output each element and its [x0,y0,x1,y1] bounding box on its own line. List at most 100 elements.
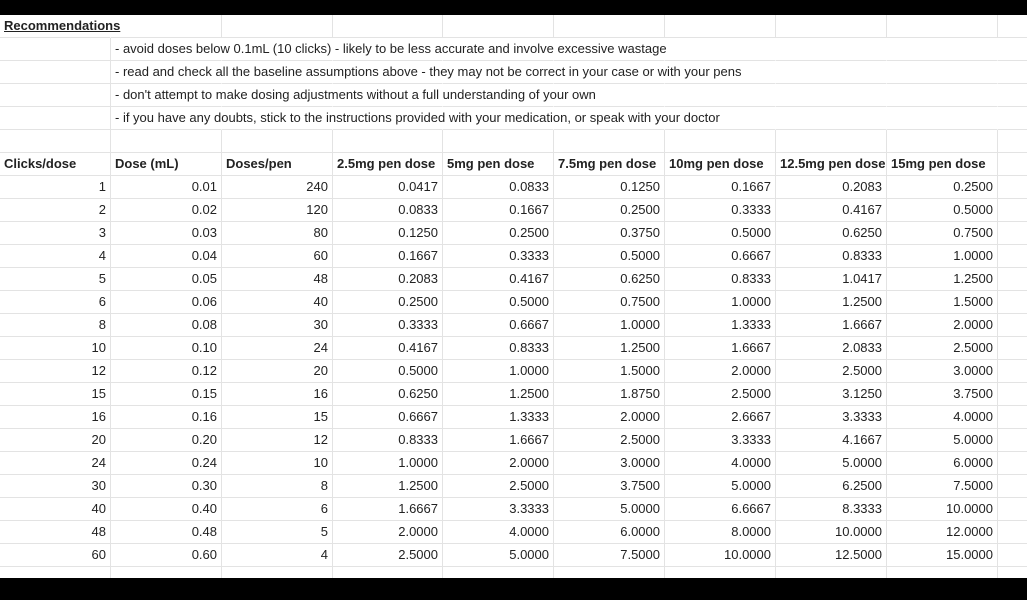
table-cell[interactable]: 15 [222,406,333,429]
cell[interactable] [0,38,111,61]
table-cell[interactable]: 8 [0,314,111,337]
table-cell[interactable]: 0.6667 [443,314,554,337]
cell[interactable] [998,15,1027,38]
table-cell[interactable]: 0.1250 [333,222,443,245]
cell[interactable] [222,38,333,61]
table-cell[interactable]: 0.2500 [333,291,443,314]
cell[interactable] [998,291,1027,314]
cell[interactable] [998,130,1027,153]
cell[interactable] [998,38,1027,61]
table-cell[interactable]: 3 [0,222,111,245]
table-cell[interactable]: 5.0000 [887,429,998,452]
table-cell[interactable]: 0.5000 [554,245,665,268]
table-cell[interactable]: 0.0833 [333,199,443,222]
table-cell[interactable]: 10.0000 [887,498,998,521]
table-cell[interactable]: 1.2500 [776,291,887,314]
column-header[interactable]: Dose (mL) [111,153,222,176]
table-cell[interactable]: 2.5000 [665,383,776,406]
table-cell[interactable]: 3.3333 [776,406,887,429]
table-cell[interactable]: 24 [0,452,111,475]
table-cell[interactable]: 1.2500 [887,268,998,291]
table-cell[interactable]: 0.3750 [554,222,665,245]
table-cell[interactable]: 12.0000 [887,521,998,544]
table-cell[interactable]: 3.7500 [554,475,665,498]
table-cell[interactable]: 0.06 [111,291,222,314]
column-header[interactable]: Clicks/dose [0,153,111,176]
cell[interactable] [111,567,222,578]
cell[interactable] [554,38,665,61]
table-cell[interactable]: 0.08 [111,314,222,337]
table-cell[interactable]: 0.5000 [333,360,443,383]
cell[interactable] [554,84,665,107]
cell[interactable] [998,360,1027,383]
table-cell[interactable]: 40 [222,291,333,314]
table-cell[interactable]: 20 [222,360,333,383]
table-cell[interactable]: 120 [222,199,333,222]
table-cell[interactable]: 3.0000 [887,360,998,383]
recommendation-item[interactable]: - read and check all the baseline assump… [111,61,742,84]
cell[interactable] [998,245,1027,268]
cell[interactable] [776,61,887,84]
cell[interactable] [776,107,887,130]
table-cell[interactable]: 1.6667 [665,337,776,360]
table-cell[interactable]: 48 [0,521,111,544]
table-cell[interactable]: 5.0000 [665,475,776,498]
table-cell[interactable]: 1.0000 [554,314,665,337]
table-cell[interactable]: 2.5000 [333,544,443,567]
table-cell[interactable]: 2 [0,199,111,222]
table-cell[interactable]: 10.0000 [776,521,887,544]
table-cell[interactable]: 3.0000 [554,452,665,475]
cell[interactable] [333,38,443,61]
cell[interactable] [443,15,554,38]
table-cell[interactable]: 0.2500 [443,222,554,245]
table-cell[interactable]: 1.6667 [776,314,887,337]
table-cell[interactable]: 7.5000 [887,475,998,498]
cell[interactable] [998,84,1027,107]
cell[interactable] [998,153,1027,176]
table-cell[interactable]: 0.1667 [665,176,776,199]
table-cell[interactable]: 0.4167 [776,199,887,222]
cell[interactable] [998,314,1027,337]
table-cell[interactable]: 0.8333 [665,268,776,291]
table-cell[interactable]: 0.1667 [443,199,554,222]
cell[interactable] [887,61,998,84]
table-cell[interactable]: 0.20 [111,429,222,452]
cell[interactable] [887,38,998,61]
table-cell[interactable]: 5.0000 [443,544,554,567]
cell[interactable] [222,84,333,107]
table-cell[interactable]: 0.12 [111,360,222,383]
cell[interactable] [665,38,776,61]
table-cell[interactable]: 0.2083 [333,268,443,291]
cell[interactable] [887,567,998,578]
table-cell[interactable]: 4 [0,245,111,268]
table-cell[interactable]: 10 [222,452,333,475]
table-cell[interactable]: 3.3333 [443,498,554,521]
table-cell[interactable]: 0.04 [111,245,222,268]
cell[interactable] [665,61,776,84]
table-cell[interactable]: 0.8333 [443,337,554,360]
table-cell[interactable]: 15 [0,383,111,406]
cell[interactable] [443,84,554,107]
table-cell[interactable]: 6.2500 [776,475,887,498]
table-cell[interactable]: 80 [222,222,333,245]
table-cell[interactable]: 15.0000 [887,544,998,567]
table-cell[interactable]: 16 [0,406,111,429]
table-cell[interactable]: 8.3333 [776,498,887,521]
column-header[interactable]: 2.5mg pen dose [333,153,443,176]
table-cell[interactable]: 30 [222,314,333,337]
table-cell[interactable]: 0.40 [111,498,222,521]
cell[interactable] [998,383,1027,406]
cell[interactable] [443,61,554,84]
table-cell[interactable]: 0.5000 [443,291,554,314]
table-cell[interactable]: 16 [222,383,333,406]
table-cell[interactable]: 12.5000 [776,544,887,567]
table-cell[interactable]: 6.0000 [554,521,665,544]
column-header[interactable]: 5mg pen dose [443,153,554,176]
table-cell[interactable]: 0.0417 [333,176,443,199]
table-cell[interactable]: 3.3333 [665,429,776,452]
table-cell[interactable]: 1.3333 [443,406,554,429]
table-cell[interactable]: 1.0000 [665,291,776,314]
cell[interactable] [554,61,665,84]
table-cell[interactable]: 0.3333 [443,245,554,268]
cell[interactable] [222,15,333,38]
